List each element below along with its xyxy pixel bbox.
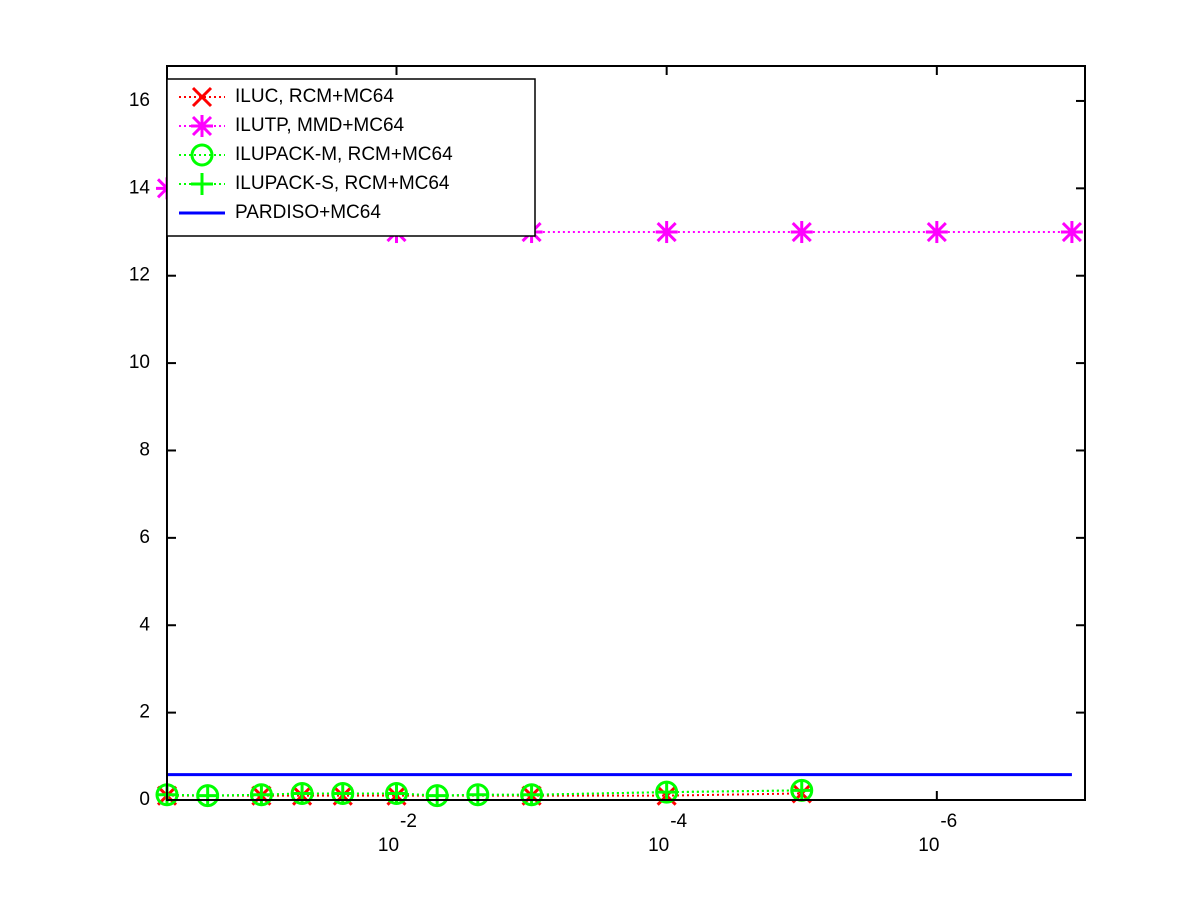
axes-box	[166, 65, 1086, 801]
marker	[191, 115, 213, 137]
y-tick-label: 4	[139, 614, 150, 635]
y-tick-label: 2	[139, 702, 150, 723]
legend-label: ILUPACK-S, RCM+MC64	[235, 173, 450, 194]
legend-label: ILUC, RCM+MC64	[235, 86, 394, 107]
y-tick-label: 16	[129, 90, 150, 111]
y-tick-label: 0	[139, 789, 150, 810]
legend-label: PARDISO+MC64	[235, 202, 381, 223]
marker	[520, 783, 543, 806]
marker	[191, 86, 213, 108]
marker	[466, 783, 489, 806]
y-tick-label: 12	[129, 265, 150, 286]
marker	[250, 783, 273, 806]
x-tick-exponent: -4	[670, 811, 687, 832]
marker	[790, 779, 813, 802]
series-line	[166, 789, 802, 797]
marker	[1060, 221, 1083, 244]
legend-label: ILUTP, MMD+MC64	[235, 115, 405, 136]
marker	[925, 221, 948, 244]
x-tick-exponent: -6	[940, 811, 957, 832]
marker-circle	[190, 143, 214, 167]
legend-box	[166, 78, 536, 237]
marker	[196, 784, 219, 807]
marker	[191, 173, 213, 195]
marker	[426, 784, 449, 807]
marker-stroke	[191, 86, 213, 108]
y-tick-label: 6	[139, 527, 150, 548]
marker	[655, 221, 678, 244]
x-tick-label: 10	[648, 835, 669, 856]
marker	[190, 143, 214, 167]
y-tick-label: 10	[129, 352, 150, 373]
y-tick-label: 8	[139, 439, 150, 460]
x-tick-label: 10	[378, 835, 399, 856]
x-tick-label: 10	[918, 835, 939, 856]
x-tick-exponent: -2	[400, 811, 417, 832]
marker	[790, 221, 813, 244]
legend-label: ILUPACK-M, RCM+MC64	[235, 144, 453, 165]
y-tick-label: 14	[129, 177, 151, 198]
